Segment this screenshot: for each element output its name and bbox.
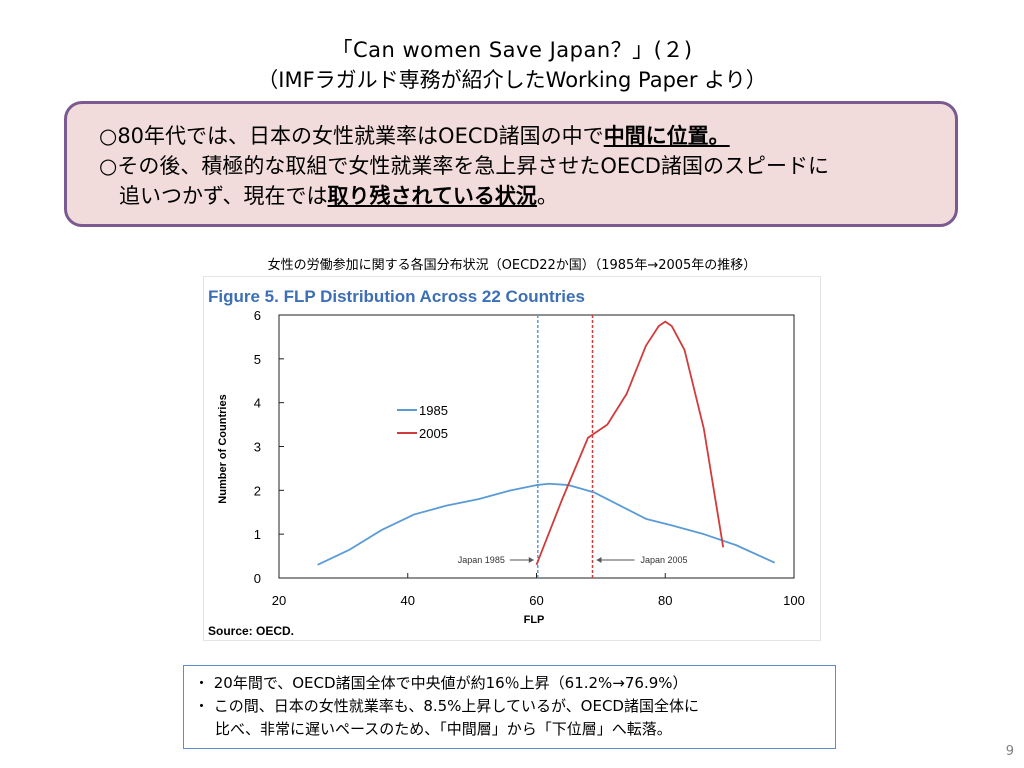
chart-container: Figure 5. FLP Distribution Across 22 Cou…	[203, 276, 821, 641]
bullet-1: ○80年代では、日本の女性就業率はOECD諸国の中で中間に位置。	[99, 120, 730, 150]
y-axis-label: Number of Countries	[217, 394, 229, 503]
chart-series	[317, 320, 776, 566]
chart-caption: 女性の労働参加に関する各国分布状況（OECD22か国）（1985年→2005年の…	[267, 258, 757, 273]
legend-label-1985: 1985	[419, 403, 448, 418]
note-line-1: ・ 20年間で、OECD諸国全体で中央値が約16％上昇（61.2%→76.9%）	[194, 674, 688, 692]
reference-label: Japan 2005	[641, 555, 688, 565]
series-line-2005	[535, 320, 725, 566]
x-tick-label: 60	[529, 593, 543, 608]
series-line-1985	[317, 482, 776, 566]
slide-subtitle: （IMFラガルド専務が紹介したWorking Paper より）	[257, 68, 767, 92]
y-tick-label: 2	[254, 483, 261, 498]
bullet-1-text: ○80年代では、日本の女性就業率はOECD諸国の中で	[99, 124, 604, 148]
y-tick-label: 0	[254, 571, 261, 586]
legend-label-2005: 2005	[419, 426, 448, 441]
bullet-2-continuation: 追いつかず、現在では取り残されている状況。	[119, 180, 558, 210]
note-line-3: 比べ、非常に遅いペースのため、「中間層」から「下位層」へ転落。	[215, 720, 672, 738]
x-axis-label: FLP	[524, 614, 545, 626]
summary-notes: ・ 20年間で、OECD諸国全体で中央値が約16％上昇（61.2%→76.9%）…	[183, 665, 836, 749]
note-line-2: ・ この間、日本の女性就業率も、8.5%上昇しているが、OECD諸国全体に	[194, 697, 699, 715]
slide-title: 「Can women Save Japan？」(２)	[331, 38, 693, 62]
chart-legend: 1985 2005	[397, 403, 448, 441]
x-tick-label: 80	[658, 593, 672, 608]
y-tick-label: 6	[254, 308, 261, 323]
page-number: 9	[1005, 744, 1014, 759]
y-tick-label: 1	[254, 527, 261, 542]
chart-source: Source: OECD.	[208, 624, 294, 638]
y-tick-label: 3	[254, 440, 261, 455]
key-points-box: ○80年代では、日本の女性就業率はOECD諸国の中で中間に位置。 ○その後、積極…	[64, 101, 958, 227]
chart-axes: 20 40 60 80 100 0 1 2 3 4 5 6	[254, 308, 805, 608]
chart-title: Figure 5. FLP Distribution Across 22 Cou…	[208, 287, 585, 306]
bullet-2-cont-text: 追いつかず、現在では	[119, 184, 328, 208]
flp-distribution-chart: Figure 5. FLP Distribution Across 22 Cou…	[208, 287, 805, 638]
bullet-2: ○その後、積極的な取組で女性就業率を急上昇させたOECD諸国のスピードに	[99, 154, 829, 178]
reference-arrowhead	[528, 557, 534, 563]
y-tick-label: 4	[254, 396, 261, 411]
x-tick-label: 40	[401, 593, 415, 608]
reference-arrowhead	[596, 557, 602, 563]
reference-lines: Japan 1985 Japan 2005	[458, 315, 688, 578]
bullet-2-emphasis: 取り残されている状況	[327, 184, 537, 208]
x-tick-label: 100	[783, 593, 805, 608]
bullet-1-emphasis: 中間に位置。	[603, 124, 730, 148]
reference-label: Japan 1985	[458, 555, 505, 565]
y-tick-label: 5	[254, 352, 261, 367]
bullet-2-suffix: 。	[536, 184, 558, 208]
x-tick-label: 20	[272, 593, 286, 608]
